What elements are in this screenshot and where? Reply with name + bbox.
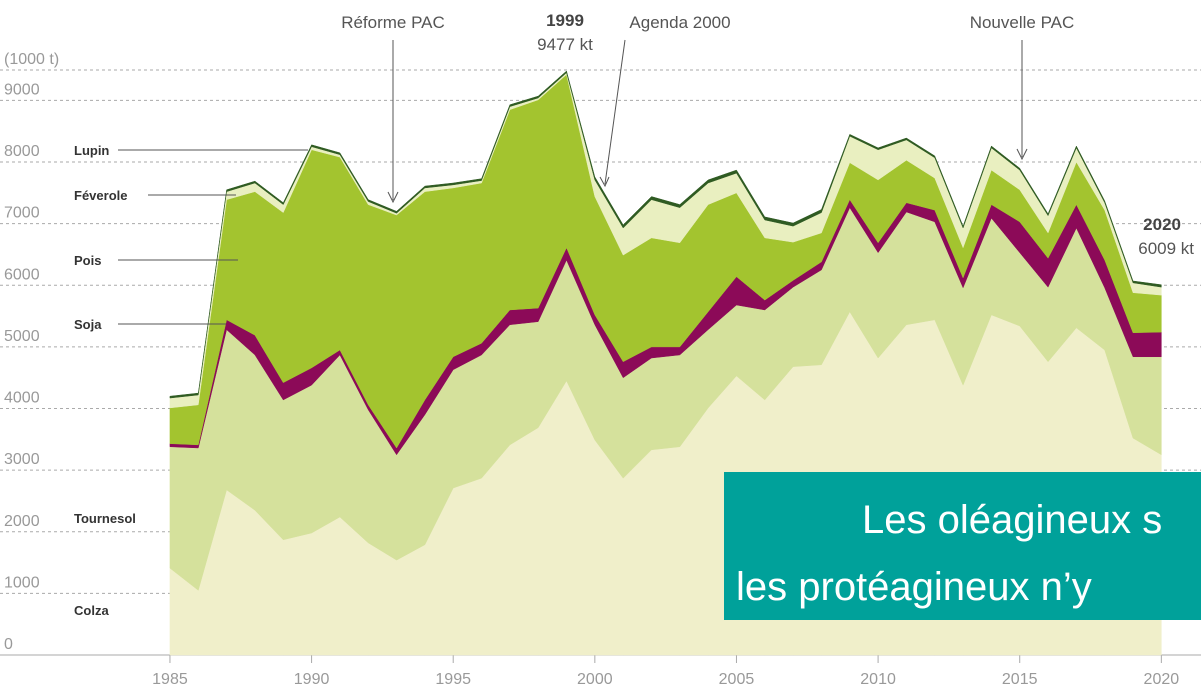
- x-tick-label: 1990: [294, 671, 330, 688]
- banner-text: Les oléagineux s: [862, 498, 1162, 542]
- arrowhead: [599, 176, 610, 188]
- x-tick-label: 1985: [152, 671, 188, 688]
- y-tick-label: 5000: [4, 328, 40, 345]
- legend-label: Lupin: [74, 143, 109, 158]
- x-tick-label: 1995: [435, 671, 471, 688]
- legend-label: Colza: [74, 603, 109, 618]
- arrowhead: [387, 191, 399, 204]
- y-tick-label: 7000: [4, 205, 40, 222]
- annotation: 2020: [1143, 215, 1181, 234]
- y-tick-label: 4000: [4, 390, 40, 407]
- annotation: Réforme PAC: [341, 13, 445, 32]
- annotations: [118, 39, 1028, 325]
- x-tick-label: 2005: [719, 671, 755, 688]
- arrowhead: [1016, 148, 1028, 161]
- annotation: Nouvelle PAC: [970, 13, 1075, 32]
- x-tick-label: 2020: [1144, 671, 1180, 688]
- banner: [724, 472, 1201, 620]
- x-tick-label: 2010: [860, 671, 896, 688]
- x-tick-label: 2015: [1002, 671, 1038, 688]
- y-tick-label: 6000: [4, 266, 40, 283]
- x-tick-label: 2000: [577, 671, 613, 688]
- y-tick-label: 0: [4, 636, 13, 653]
- area: [169, 70, 1162, 399]
- arrow: [604, 39, 626, 185]
- y-axis-label: (1000 t): [4, 51, 59, 68]
- annotation: Agenda 2000: [629, 13, 730, 32]
- legend-label: Soja: [74, 317, 102, 332]
- y-tick-label: 8000: [4, 143, 40, 160]
- y-tick-label: 1000: [4, 574, 40, 591]
- y-tick-label: 9000: [4, 81, 40, 98]
- y-tick-label: 3000: [4, 451, 40, 468]
- banner-text: les protéagineux n’y: [736, 565, 1092, 609]
- legend-label: Pois: [74, 253, 101, 268]
- legend-label: Féverole: [74, 188, 127, 203]
- annotation: 6009 kt: [1138, 239, 1194, 258]
- annotation: 1999: [546, 11, 584, 30]
- y-tick-label: 2000: [4, 513, 40, 530]
- legend-label: Tournesol: [74, 511, 136, 526]
- annotation: 9477 kt: [537, 35, 593, 54]
